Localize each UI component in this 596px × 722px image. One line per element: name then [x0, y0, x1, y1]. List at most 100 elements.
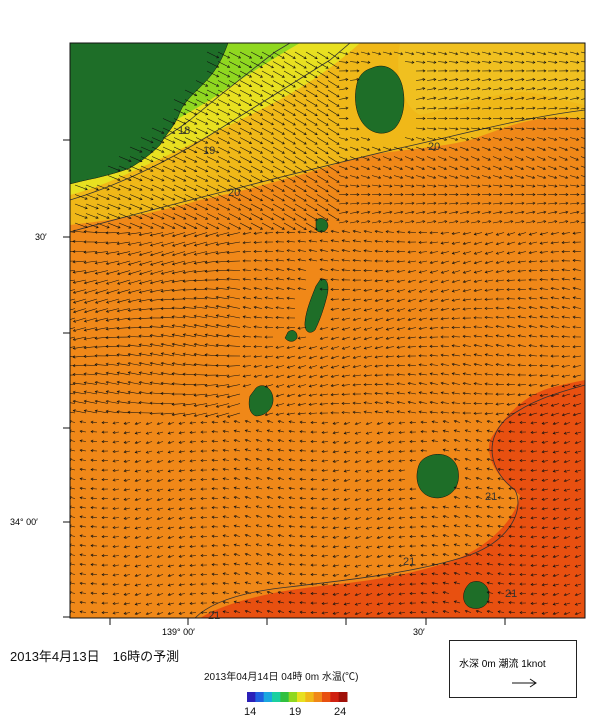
current-arrow-head — [440, 289, 444, 293]
current-arrow-head — [563, 469, 567, 473]
current-arrow-head — [440, 270, 444, 274]
current-arrow-head — [396, 289, 400, 293]
current-arrow-head — [385, 239, 389, 244]
current-arrow — [476, 430, 483, 433]
current-arrow-head — [396, 240, 400, 244]
current-arrow-head — [396, 279, 400, 283]
current-arrow-head — [253, 240, 257, 244]
current-arrow — [276, 412, 285, 416]
current-arrow-head — [242, 250, 246, 254]
current-arrow-head — [226, 304, 230, 308]
current-arrow-head — [510, 127, 514, 131]
current-arrow-head — [134, 507, 138, 511]
current-arrow — [84, 260, 98, 264]
current-arrow-head — [139, 178, 143, 182]
current-arrow — [157, 555, 164, 558]
current-arrow-head — [171, 413, 175, 417]
current-arrow — [386, 336, 395, 340]
current-arrow — [276, 355, 285, 358]
current-arrow — [95, 336, 109, 339]
current-arrow-head — [101, 440, 105, 444]
current-arrow — [161, 372, 175, 376]
current-arrow-head — [94, 336, 98, 340]
current-arrow — [287, 403, 296, 406]
current-arrow — [128, 372, 142, 376]
current-arrow — [179, 450, 186, 453]
current-arrow-head — [112, 497, 116, 501]
current-arrow — [327, 175, 340, 183]
current-arrow — [547, 61, 557, 63]
current-arrow — [496, 354, 505, 357]
current-arrow-head — [528, 241, 532, 245]
current-arrow-head — [303, 151, 307, 154]
current-arrow — [580, 184, 585, 186]
current-arrow — [551, 393, 560, 397]
current-arrow-head — [418, 270, 422, 274]
current-arrow — [283, 51, 296, 59]
current-arrow — [454, 439, 461, 442]
current-arrow — [476, 534, 483, 537]
current-arrow — [253, 260, 263, 262]
current-arrow-head — [455, 193, 459, 197]
current-arrow-head — [506, 288, 510, 292]
current-arrow — [371, 220, 381, 224]
current-arrow — [320, 384, 329, 387]
current-arrow-head — [62, 250, 64, 253]
current-arrow — [73, 374, 87, 376]
current-arrow — [239, 213, 252, 220]
current-arrow-head — [160, 243, 165, 247]
current-arrow-head — [510, 106, 514, 110]
current-arrow — [507, 307, 516, 309]
current-arrow-head — [281, 151, 285, 154]
current-arrow-head — [453, 438, 457, 442]
current-arrow — [474, 344, 483, 347]
current-arrow-head — [554, 106, 558, 110]
current-arrow-head — [541, 583, 545, 587]
current-arrow — [342, 249, 351, 252]
current-arrow — [205, 251, 219, 255]
current-arrow-head — [354, 545, 358, 549]
current-arrow-head — [498, 148, 502, 151]
current-arrow — [580, 108, 585, 110]
current-arrow-head — [541, 431, 545, 435]
current-arrow — [124, 526, 131, 529]
current-arrow-head — [466, 127, 470, 131]
current-arrow — [514, 107, 524, 110]
current-arrow-head — [407, 280, 411, 284]
current-arrow — [278, 534, 285, 537]
current-arrow-head — [355, 157, 359, 161]
current-arrow — [217, 70, 230, 78]
current-arrow — [470, 51, 480, 55]
current-arrow-head — [106, 187, 110, 191]
current-arrow — [80, 554, 87, 556]
current-arrow-head — [466, 87, 470, 91]
current-arrow — [575, 564, 582, 568]
current-arrow-head — [200, 421, 204, 425]
current-arrow — [353, 355, 362, 359]
current-arrow-head — [407, 391, 411, 395]
current-arrow-head — [200, 497, 204, 501]
current-arrow — [397, 336, 406, 339]
current-arrow-head — [149, 298, 153, 302]
current-arrow — [228, 146, 241, 154]
current-arrow — [184, 194, 197, 201]
current-arrow — [481, 107, 491, 110]
current-arrow-head — [200, 592, 204, 596]
current-arrow-head — [574, 517, 578, 521]
current-arrow — [150, 270, 164, 275]
current-arrow — [146, 431, 153, 435]
current-arrow-head — [543, 193, 547, 197]
current-arrow-head — [565, 193, 569, 197]
current-arrow — [331, 346, 340, 350]
current-arrow — [355, 545, 362, 549]
current-arrow-head — [134, 583, 138, 587]
current-arrow — [492, 107, 502, 110]
current-arrow — [316, 127, 329, 136]
current-arrow — [531, 441, 538, 443]
current-arrow — [514, 51, 524, 55]
current-arrow — [73, 289, 87, 294]
current-arrow — [305, 127, 318, 135]
current-arrow — [250, 203, 263, 211]
current-arrow — [243, 241, 252, 244]
current-arrow — [172, 316, 186, 319]
